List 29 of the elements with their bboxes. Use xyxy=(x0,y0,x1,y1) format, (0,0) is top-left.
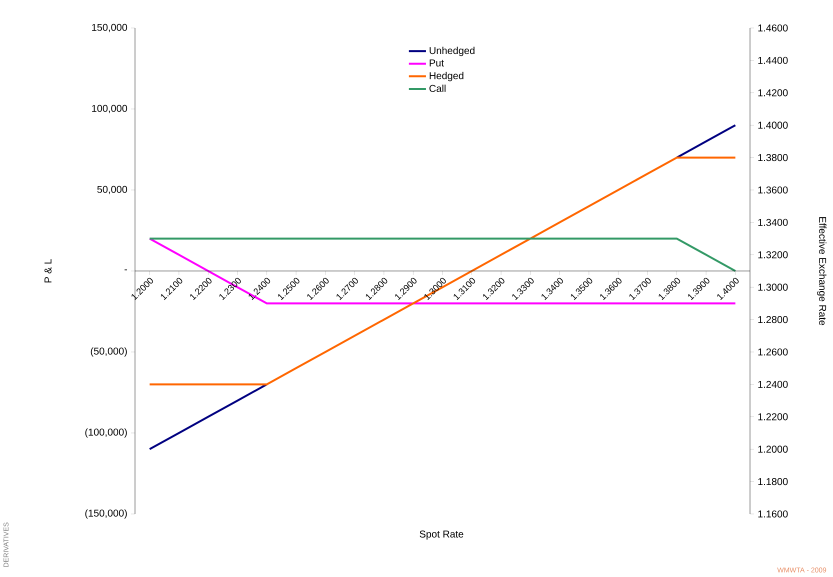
y2-tick-label: 1.3800 xyxy=(758,154,788,162)
y-axis-title: P & L xyxy=(44,259,52,282)
y-tick-label: - xyxy=(124,269,128,270)
y2-tick-label: 1.4400 xyxy=(758,56,788,64)
y2-tick-label: 1.4600 xyxy=(758,24,788,32)
y2-tick-label: 1.4200 xyxy=(758,89,788,96)
y2-tick-label: 1.3400 xyxy=(758,218,788,226)
y2-tick-label: 1.2000 xyxy=(758,446,788,453)
y2-tick-label: 1.3200 xyxy=(758,251,788,258)
y-tick-label: 50,000 xyxy=(97,186,128,194)
y2-tick-label: 1.4000 xyxy=(758,122,788,129)
legend-label: Hedged xyxy=(430,72,464,82)
y-tick-label: 150,000 xyxy=(92,24,128,32)
legend-label: Unhedged xyxy=(430,46,474,56)
y-tick-label: (50,000) xyxy=(90,347,127,357)
y-tick-label: (100,000) xyxy=(85,428,127,438)
y2-tick-label: 1.1600 xyxy=(758,510,788,518)
x-axis-title: Spot Rate xyxy=(420,530,464,540)
y2-tick-label: 1.3600 xyxy=(758,186,788,194)
y2-tick-label: 1.2800 xyxy=(758,316,788,324)
y2-tick-label: 1.2400 xyxy=(758,380,788,388)
y2-tick-label: 1.2200 xyxy=(758,413,788,420)
y-tick-label: (150,000) xyxy=(85,509,127,519)
y-tick-label: 100,000 xyxy=(92,104,128,114)
legend-label: Call xyxy=(429,84,446,92)
legend-label: Put xyxy=(430,60,444,66)
y2-tick-label: 1.2600 xyxy=(758,348,788,356)
y2-tick-label: 1.1800 xyxy=(758,478,788,486)
y2-axis-title: Effective Exchange Rate xyxy=(817,217,826,326)
